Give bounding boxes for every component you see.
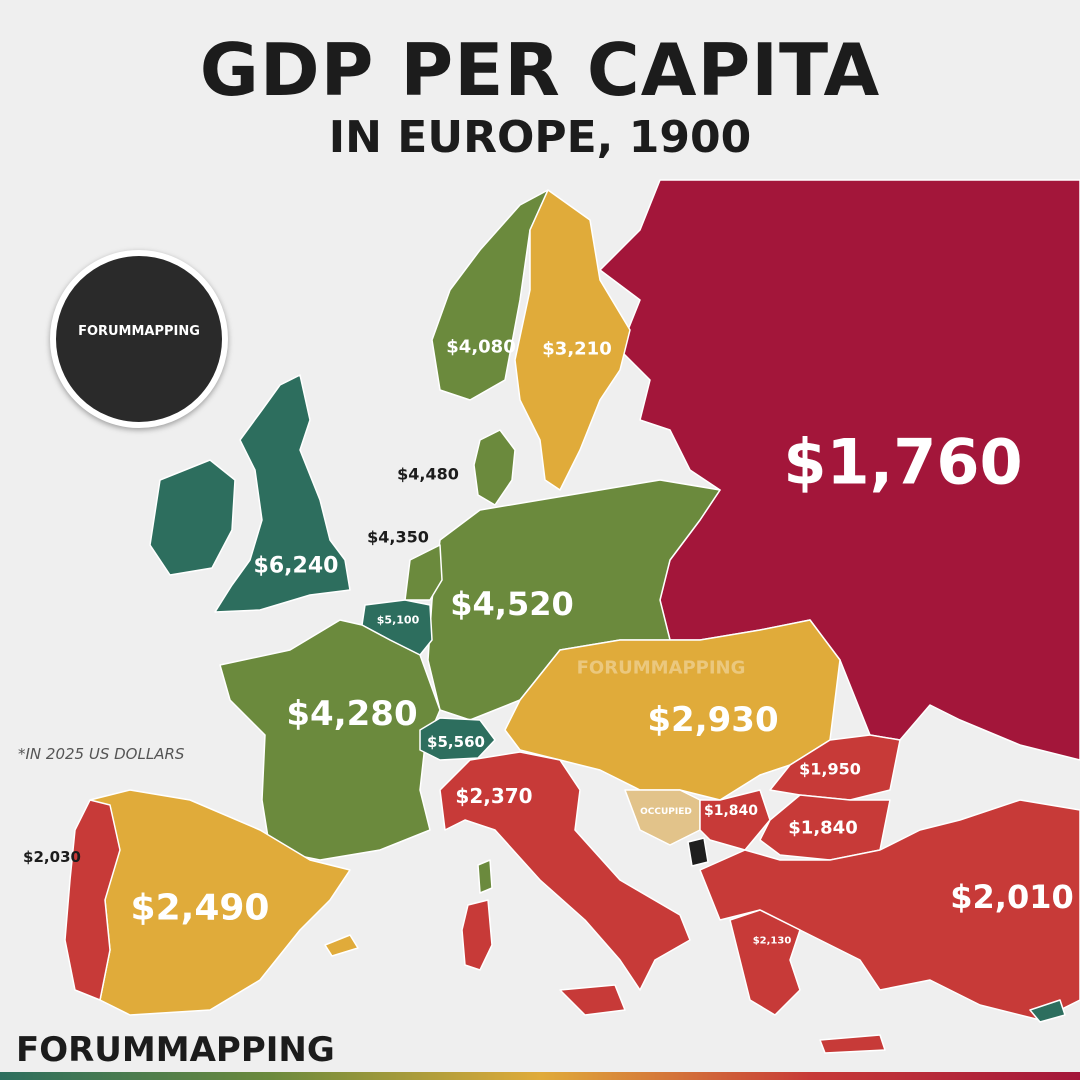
- region-romania: [769, 734, 901, 801]
- region-norway: [431, 189, 549, 401]
- region-portugal: [64, 799, 121, 1001]
- label-romania: $1,950: [799, 759, 861, 779]
- map-title: GDP PER CAPITA: [199, 28, 881, 112]
- label-austria-hungary: $2,930: [647, 700, 779, 740]
- label-switzerland: $5,560: [427, 733, 485, 751]
- label-germany: $4,520: [450, 585, 574, 623]
- label-bulgaria: $1,840: [788, 817, 858, 839]
- region-denmark: [473, 429, 516, 506]
- region-italy: [439, 751, 691, 991]
- region-greece: [729, 909, 801, 1016]
- label-united-kingdom: $6,240: [253, 553, 339, 579]
- label-norway: $4,080: [446, 336, 516, 358]
- label-ottoman-empire: $2,010: [950, 878, 1074, 916]
- region-germany: [427, 479, 721, 721]
- region-sweden: [514, 189, 631, 491]
- region-united-kingdom: [214, 374, 351, 613]
- label-russia: $1,760: [783, 425, 1023, 499]
- region-switzerland: [419, 717, 496, 761]
- region-balearic: [324, 934, 359, 957]
- label-netherlands: $4,350: [367, 527, 429, 547]
- color-bar: [0, 1072, 1080, 1080]
- label-denmark: $4,480: [397, 464, 459, 484]
- brand-logo-text: FORUMMAPPING: [16, 1030, 335, 1070]
- watermark-text: FORUMMAPPING: [576, 657, 746, 679]
- region-crete: [819, 1034, 886, 1054]
- label-occupied: OCCUPIED: [640, 807, 692, 817]
- label-portugal: $2,030: [23, 848, 81, 866]
- label-spain: $2,490: [130, 887, 270, 929]
- label-france: $4,280: [286, 694, 418, 734]
- label-greece: $2,130: [752, 935, 792, 947]
- footnote: *IN 2025 US DOLLARS: [18, 745, 185, 763]
- region-serbia: [699, 789, 771, 851]
- region-cyprus: [1029, 999, 1066, 1023]
- region-sardinia: [461, 899, 493, 971]
- label-serbia: $1,840: [703, 803, 759, 819]
- forummapping-badge: FORUMMAPPING: [50, 250, 228, 428]
- region-france: [219, 619, 441, 861]
- badge-text: FORUMMAPPING: [78, 324, 200, 339]
- region-netherlands: [404, 544, 443, 601]
- region-montenegro: [687, 837, 709, 867]
- region-occupied: [624, 789, 701, 846]
- region-sicily: [559, 984, 626, 1016]
- map-subtitle: IN EUROPE, 1900: [328, 112, 752, 163]
- region-ireland: [149, 459, 236, 576]
- label-belgium: $5,100: [376, 613, 420, 627]
- region-corsica: [477, 859, 493, 894]
- label-italy: $2,370: [455, 784, 533, 808]
- label-sweden: $3,210: [542, 338, 612, 360]
